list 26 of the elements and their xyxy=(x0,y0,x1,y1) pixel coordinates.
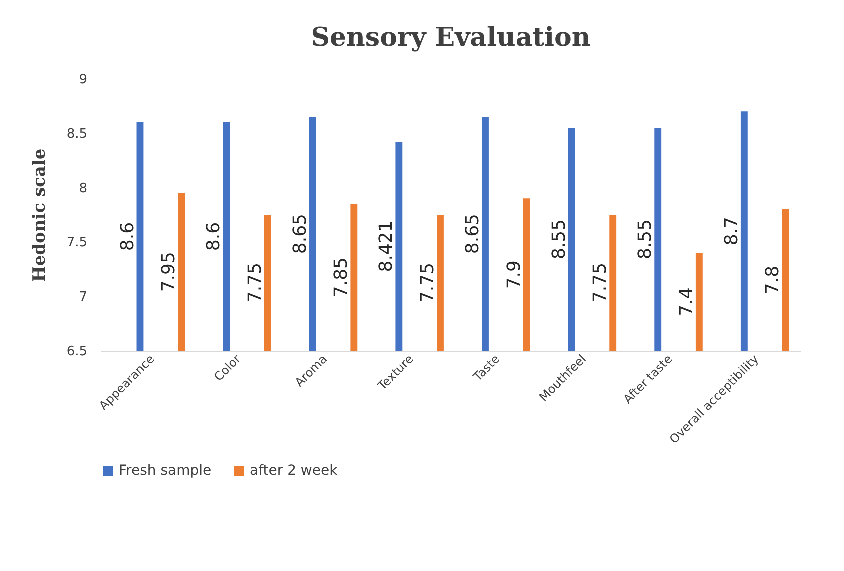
data-label: 8.55 xyxy=(548,219,570,260)
data-label: 8.65 xyxy=(462,214,484,254)
data-label: 7.8 xyxy=(762,266,784,295)
data-label: 7.95 xyxy=(158,252,180,292)
data-label: 8.65 xyxy=(290,214,311,254)
data-label: 8.421 xyxy=(376,220,398,272)
y-tick-label: 8 xyxy=(79,181,88,196)
data-label: 8.7 xyxy=(721,217,742,246)
data-label: 7.75 xyxy=(244,262,266,304)
data-label: 7.75 xyxy=(590,262,612,304)
y-tick-label: 8.5 xyxy=(66,126,88,142)
legend-label: after 2 week xyxy=(250,463,339,479)
data-label: 8.6 xyxy=(117,222,138,252)
data-label: 7.4 xyxy=(676,288,698,316)
data-label: 8.6 xyxy=(204,222,225,252)
chart-title: Sensory Evaluation xyxy=(311,23,591,53)
y-tick-label: 7 xyxy=(79,290,88,306)
y-tick-label: 7.5 xyxy=(66,236,88,251)
data-label: 7.85 xyxy=(331,258,352,298)
y-tick-label: 9 xyxy=(79,72,88,88)
data-label: 8.55 xyxy=(635,219,656,260)
legend-label: Fresh sample xyxy=(119,463,212,479)
y-axis-title: Hedonic scale xyxy=(30,148,50,282)
data-label: 7.9 xyxy=(504,260,525,290)
y-tick-label: 6.5 xyxy=(66,344,88,360)
data-label: 7.75 xyxy=(417,262,438,304)
